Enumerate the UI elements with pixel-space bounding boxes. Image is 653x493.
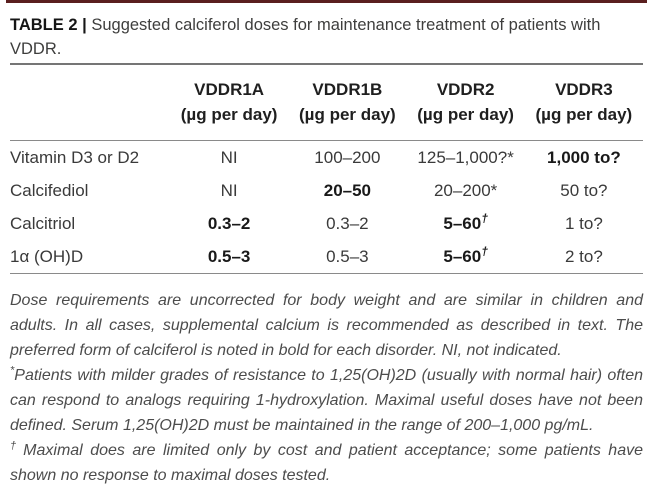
- dose-cell: 0.3–2: [326, 213, 369, 233]
- top-border-line: [6, 0, 647, 3]
- doses-table: VDDR1A (µg per day) VDDR1B (µg per day) …: [10, 63, 643, 274]
- caption-label: TABLE 2: [10, 16, 78, 34]
- dose-cell: 20–50: [323, 180, 372, 200]
- column-unit: (µg per day): [417, 105, 514, 124]
- dose-value: 5–60: [443, 246, 482, 266]
- dose-cell: 0.5–3: [326, 246, 369, 266]
- footnote-text: Dose requirements are uncorrected for bo…: [10, 292, 643, 359]
- column-name: VDDR2: [436, 80, 495, 99]
- footnote-text: Maximal does are limited only by cost an…: [10, 442, 643, 484]
- column-name: VDDR1B: [312, 80, 383, 99]
- column-unit: (µg per day): [535, 105, 633, 124]
- dose-cell: 0.5–3: [207, 246, 251, 266]
- caption-divider: |: [82, 16, 87, 34]
- row-label: Calcifediol: [10, 180, 89, 200]
- dose-cell: 5–60†: [407, 210, 525, 234]
- column-unit: (µg per day): [180, 105, 278, 124]
- row-vitamin-d3-or-d2: Vitamin D3 or D2 NI 100–200 125–1,000?* …: [10, 141, 643, 174]
- column-header-vddr1a: VDDR1A (µg per day): [170, 77, 288, 127]
- dose-cell: 1 to?: [564, 213, 603, 233]
- row-1a-ohd: 1α (OH)D 0.5–3 0.5–3 5–60† 2 to?: [10, 240, 643, 273]
- dose-cell: 20–200*: [433, 180, 498, 200]
- column-unit: (µg per day): [299, 105, 396, 124]
- column-header-vddr3: VDDR3 (µg per day): [525, 77, 643, 127]
- row-label: Calcitriol: [10, 213, 76, 233]
- column-name: VDDR1A: [194, 80, 265, 99]
- table-footnotes: Dose requirements are uncorrected for bo…: [10, 288, 643, 488]
- dose-cell: 100–200: [314, 147, 381, 167]
- column-header-vddr1b: VDDR1B (µg per day): [288, 77, 406, 127]
- caption-text: Suggested calciferol doses for maintenan…: [10, 16, 601, 58]
- dose-cell: NI: [220, 180, 238, 200]
- dose-cell: 1,000 to?: [547, 147, 621, 167]
- row-label: Vitamin D3 or D2: [10, 147, 140, 167]
- table-caption: TABLE 2 | Suggested calciferol doses for…: [10, 13, 643, 61]
- asterisk-marker: *: [10, 364, 15, 377]
- footnote-dagger: † Maximal does are limited only by cost a…: [10, 438, 643, 488]
- dose-cell: 0.3–2: [207, 213, 251, 233]
- dose-cell: 125–1,000?*: [417, 147, 514, 167]
- footnote-general: Dose requirements are uncorrected for bo…: [10, 288, 643, 363]
- row-calcitriol: Calcitriol 0.3–2 0.3–2 5–60† 1 to?: [10, 207, 643, 240]
- dagger-marker: †: [481, 243, 488, 258]
- dose-value: 5–60: [443, 213, 482, 233]
- footnote-text: Patients with milder grades of resistanc…: [10, 367, 643, 434]
- dose-cell: 2 to?: [564, 246, 603, 266]
- table-header-row: VDDR1A (µg per day) VDDR1B (µg per day) …: [10, 63, 643, 141]
- footnote-asterisk: *Patients with milder grades of resistan…: [10, 363, 643, 438]
- dose-cell: NI: [220, 147, 238, 167]
- dagger-marker: †: [10, 439, 20, 452]
- column-header-vddr2: VDDR2 (µg per day): [407, 77, 525, 127]
- row-calcifediol: Calcifediol NI 20–50 20–200* 50 to?: [10, 174, 643, 207]
- header-corner-cell: [10, 77, 170, 127]
- dagger-marker: †: [481, 210, 488, 225]
- dose-cell: 5–60†: [407, 243, 525, 267]
- table-body: Vitamin D3 or D2 NI 100–200 125–1,000?* …: [10, 141, 643, 274]
- column-name: VDDR3: [555, 80, 613, 99]
- row-label: 1α (OH)D: [10, 246, 84, 266]
- dose-cell: 50 to?: [560, 180, 608, 200]
